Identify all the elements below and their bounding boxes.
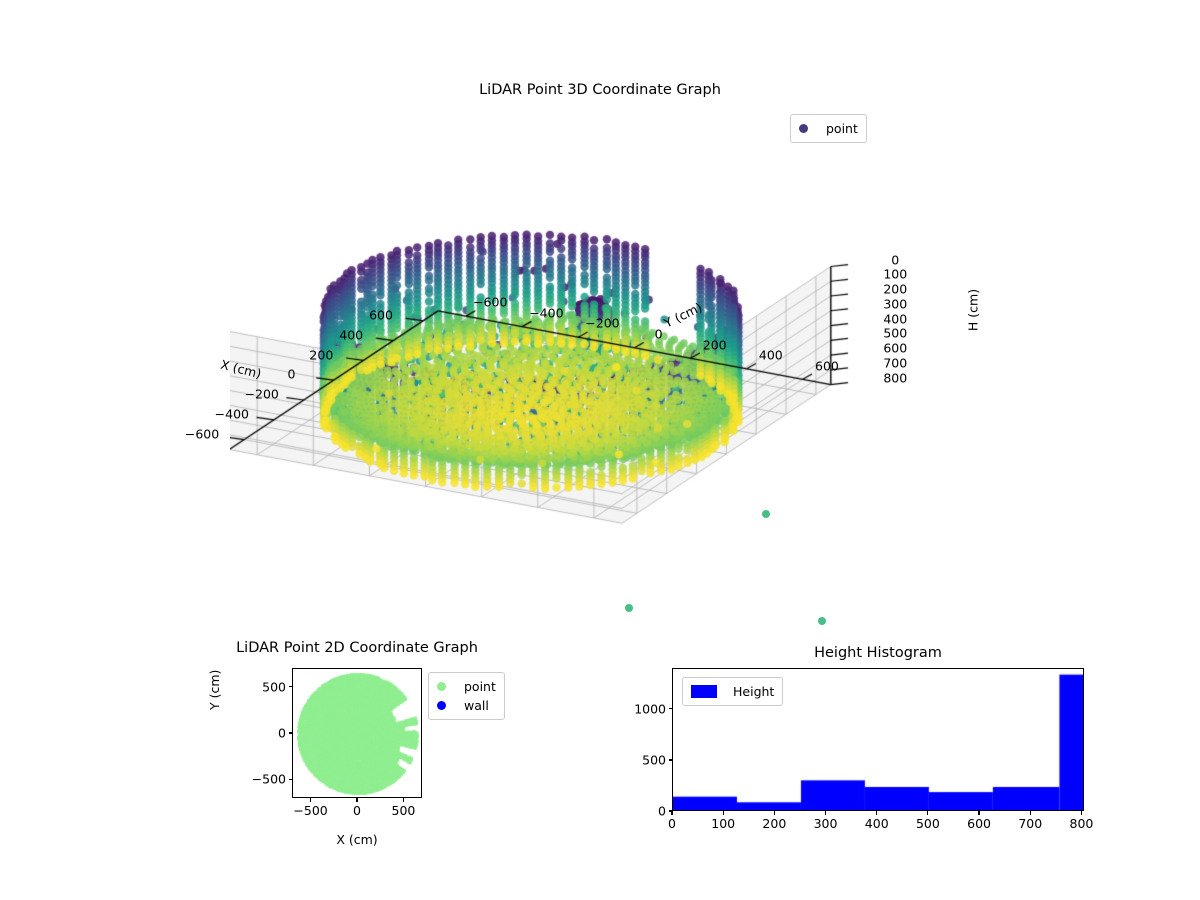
ztick-3d-5: 500 xyxy=(883,325,908,341)
outlier-point-0 xyxy=(625,604,633,612)
ytick-3d-0: −600 xyxy=(473,294,508,310)
xtick-3d-4: 200 xyxy=(309,347,334,363)
outlier-point-2 xyxy=(762,510,770,518)
lidar-3d-axes xyxy=(230,110,970,630)
outlier-point-1 xyxy=(818,617,826,625)
xtick-3d-6: 600 xyxy=(369,307,393,323)
xtickmark-hist-6 xyxy=(978,811,980,815)
ztick-3d-4: 400 xyxy=(883,311,908,327)
wall-marker-icon xyxy=(437,701,446,710)
ytick-3d-6: 600 xyxy=(814,358,839,374)
ztick-3d-7: 700 xyxy=(883,355,908,371)
ztick-3d-6: 600 xyxy=(883,340,908,356)
ztick-3d-8: 800 xyxy=(883,370,908,386)
ytickmark-hist-1 xyxy=(668,759,672,761)
legend-item-point-2d[interactable]: point xyxy=(437,677,496,696)
ztick-3d-0: 0 xyxy=(891,252,900,268)
xtick-3d-1: −400 xyxy=(214,406,250,422)
xtick-hist-1: 100 xyxy=(711,816,736,831)
legend-label-point: point xyxy=(826,121,858,136)
xtick-hist-2: 200 xyxy=(762,816,787,831)
plot-title-2d: LiDAR Point 2D Coordinate Graph xyxy=(236,640,478,656)
ztick-3d-1: 100 xyxy=(883,266,908,282)
lidar-2d-axes xyxy=(292,668,422,798)
legend-histogram: Height xyxy=(682,677,784,706)
xtick-2d-1: 0 xyxy=(353,803,361,818)
legend-3d: point xyxy=(790,114,867,143)
xtick-2d-2: 500 xyxy=(391,803,416,818)
xtick-2d-0: −500 xyxy=(293,803,328,818)
ztick-3d-3: 300 xyxy=(883,296,908,312)
ytick-3d-3: 0 xyxy=(654,326,663,342)
ytick-2d-1: 0 xyxy=(278,725,286,741)
ytick-3d-4: 200 xyxy=(702,337,727,353)
xtick-hist-4: 400 xyxy=(864,816,889,831)
point-marker-icon xyxy=(437,682,446,691)
xtickmark-hist-7 xyxy=(1029,811,1031,815)
point-marker-icon xyxy=(799,124,808,133)
axis-label-y-2d: Y (cm) xyxy=(207,669,222,710)
ytickmark-2d-0 xyxy=(288,778,292,781)
axis-label-z-3d: H (cm) xyxy=(965,289,981,332)
xtick-hist-3: 300 xyxy=(813,816,838,831)
xtickmark-hist-0 xyxy=(671,811,673,815)
xtickmark-hist-3 xyxy=(824,811,827,815)
xtick-hist-5: 500 xyxy=(915,816,940,831)
lidar-3d-scatter-canvas xyxy=(230,110,970,630)
ytickmark-hist-0 xyxy=(668,810,672,812)
legend-label-wall-2d: wall xyxy=(464,698,489,713)
xtickmark-2d-1 xyxy=(356,798,358,802)
ytickmark-2d-2 xyxy=(288,685,292,688)
ytick-2d-2: 500 xyxy=(262,679,286,695)
xtickmark-hist-1 xyxy=(722,811,724,815)
ztick-3d-2: 200 xyxy=(883,281,908,297)
xtick-hist-8: 800 xyxy=(1069,816,1094,831)
xtick-hist-0: 0 xyxy=(668,816,676,831)
legend-label-point-2d: point xyxy=(464,679,496,694)
ytickmark-hist-2 xyxy=(668,708,672,710)
xtickmark-2d-2 xyxy=(402,798,405,802)
plot-title-3d: LiDAR Point 3D Coordinate Graph xyxy=(479,82,721,98)
xtick-hist-7: 700 xyxy=(1018,816,1043,831)
legend-item-point[interactable]: point xyxy=(799,119,858,138)
axis-label-x-2d: X (cm) xyxy=(336,832,378,847)
ytickmark-2d-1 xyxy=(288,732,292,734)
ytick-hist-1: 500 xyxy=(642,752,666,768)
ytick-3d-2: −200 xyxy=(585,315,620,331)
ytick-3d-1: −400 xyxy=(529,305,564,321)
legend-item-wall-2d[interactable]: wall xyxy=(437,696,496,715)
xtick-3d-3: 0 xyxy=(287,366,296,382)
xtickmark-2d-0 xyxy=(309,798,312,802)
legend-item-height[interactable]: Height xyxy=(691,682,774,701)
xtickmark-hist-8 xyxy=(1080,811,1083,815)
ytick-3d-5: 400 xyxy=(758,347,783,363)
xtick-hist-6: 600 xyxy=(967,816,992,831)
legend-label-height: Height xyxy=(733,684,775,699)
xtick-3d-5: 400 xyxy=(339,327,364,343)
ytick-hist-2: 1000 xyxy=(634,701,666,717)
xtick-3d-2: −200 xyxy=(244,386,279,402)
height-patch-icon xyxy=(691,685,717,698)
xtickmark-hist-4 xyxy=(876,811,878,815)
xtickmark-hist-5 xyxy=(927,811,929,815)
xtickmark-hist-2 xyxy=(773,811,775,815)
ytick-hist-0: 0 xyxy=(658,803,666,819)
ytick-2d-0: −500 xyxy=(251,771,286,787)
plot-title-histogram: Height Histogram xyxy=(814,645,942,661)
legend-2d: point wall xyxy=(428,672,505,720)
xtick-3d-0: −600 xyxy=(184,426,220,442)
lidar-2d-scatter-canvas xyxy=(293,669,421,797)
